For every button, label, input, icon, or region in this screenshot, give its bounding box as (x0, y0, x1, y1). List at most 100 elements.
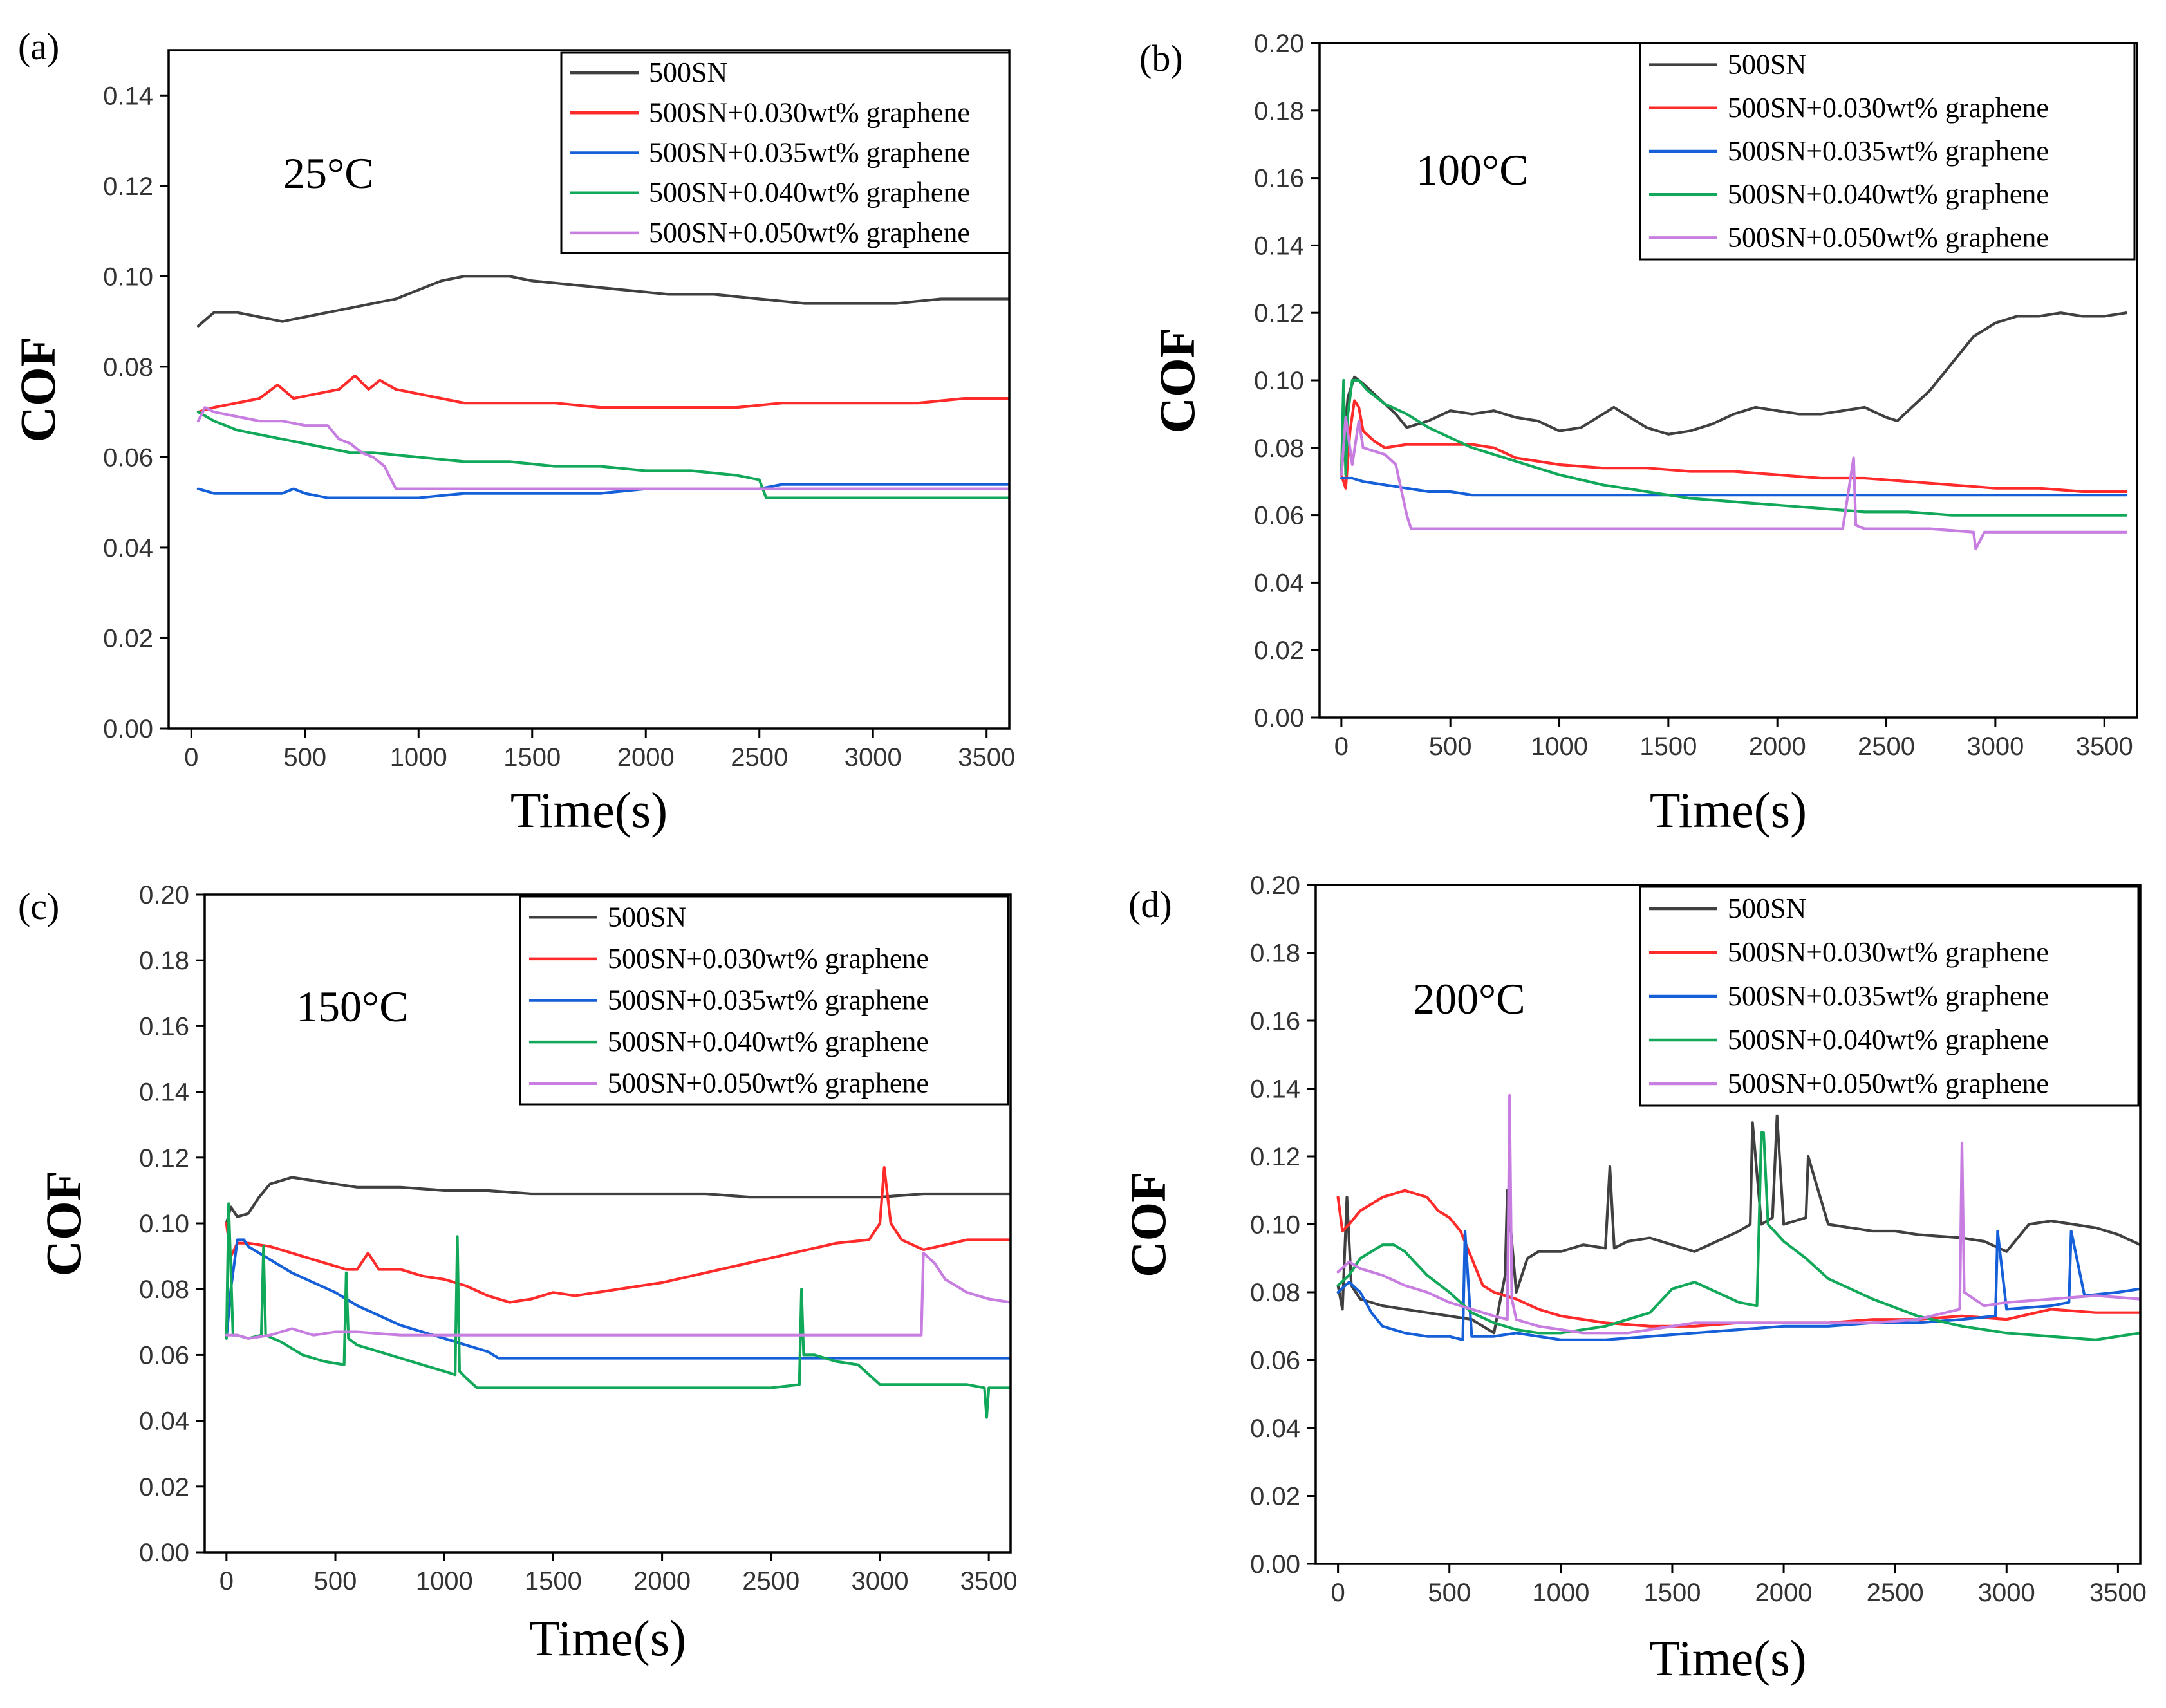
y-tick-label: 0.18 (139, 947, 189, 975)
y-tick-label: 0.02 (1250, 1483, 1300, 1511)
y-tick-label: 0.16 (139, 1012, 189, 1041)
axes-frame (167, 49, 1011, 730)
y-tick-label: 0.04 (139, 1407, 189, 1436)
series-line-3 (225, 1202, 1011, 1419)
y-tick-label: 0.18 (1254, 97, 1304, 125)
panel-c: 0 500 1000 1500 2000 2500 3000 3500 0.00 0.02 0.04… (18, 881, 1018, 1666)
y-tick-label: 0.06 (139, 1341, 189, 1369)
x-tick-label: 3500 (958, 743, 1015, 772)
legend-entry: 500SN+0.035wt% graphene (608, 985, 929, 1016)
x-tick-label: 1500 (1639, 732, 1697, 761)
y-tick-label: 0.00 (1254, 704, 1304, 732)
x-tick-label: 1000 (1531, 732, 1588, 761)
x-tick-label: 3500 (2076, 732, 2133, 761)
x-tick-label: 1500 (1643, 1579, 1701, 1607)
series-line-0 (196, 275, 1009, 328)
panel-b: 0 500 1000 1500 2000 2500 3000 3500 0.00 0.02 0.04… (1139, 30, 2138, 838)
legend-box (1639, 42, 2136, 261)
x-tick-label: 0 (1334, 732, 1349, 761)
x-tick-label: 2500 (1867, 1579, 1924, 1607)
x-tick-label: 3000 (1966, 732, 2024, 761)
series-group (196, 275, 1009, 499)
y-tick-label: 0.12 (103, 172, 153, 201)
y-tick-label: 0.04 (1250, 1415, 1300, 1443)
panel-d: 0 500 1000 1500 2000 2500 3000 3500 0.00 0.02 0.04… (1120, 871, 2147, 1686)
legend-entry: 500SN+0.050wt% graphene (608, 1068, 929, 1099)
series-line-2 (1340, 476, 2128, 497)
y-axis-label: COF (1120, 1171, 1176, 1277)
series-line-1 (1340, 399, 2128, 494)
x-tick-label: 1000 (416, 1567, 473, 1595)
series-group (1336, 1093, 2140, 1341)
series-line-4 (1336, 1093, 2140, 1335)
x-tick-label: 3000 (1978, 1579, 2035, 1607)
series-line-0 (225, 1176, 1011, 1225)
x-tick-label: 0 (1330, 1579, 1345, 1607)
series-line-1 (196, 374, 1009, 414)
series-line-3 (1336, 1131, 2140, 1341)
x-tick-label: 2000 (633, 1567, 691, 1595)
x-tick-label: 2500 (1858, 732, 1915, 761)
y-tick-label: 0.08 (1250, 1279, 1300, 1307)
legend-entry: 500SN (608, 901, 686, 933)
x-tick-label: 500 (1428, 1579, 1471, 1607)
legend-entry: 500SN+0.030wt% graphene (608, 943, 929, 974)
temperature-annotation: 25°C (283, 149, 374, 198)
legend-entry: 500SN+0.050wt% graphene (1728, 221, 2049, 253)
x-tick-label: 500 (314, 1567, 357, 1595)
y-tick-label: 0.10 (1254, 367, 1304, 395)
x-axis-label: Time(s) (1649, 1630, 1806, 1686)
x-tick-label: 3000 (851, 1567, 908, 1595)
series-group (225, 1165, 1011, 1419)
y-tick-label: 0.08 (1254, 434, 1304, 463)
x-tick-label: 3000 (845, 743, 902, 772)
legend: 500SN 500SN+0.030wt% graphene 500SN+0.035w… (1639, 42, 2136, 261)
legend-entry: 500SN (649, 57, 727, 88)
y-tick-label: 0.04 (103, 534, 153, 562)
x-tick-label: 3500 (2089, 1579, 2147, 1607)
legend-entry: 500SN+0.040wt% graphene (1728, 1024, 2049, 1055)
series-line-0 (1340, 311, 2128, 476)
y-tick-label: 0.14 (103, 82, 153, 110)
series-group (1340, 311, 2128, 551)
x-tick-label: 0 (184, 743, 198, 772)
panel-label: (b) (1139, 37, 1183, 79)
y-tick-label: 0.08 (139, 1276, 189, 1304)
y-tick-label: 0.00 (1250, 1550, 1300, 1579)
y-axis-label: COF (10, 337, 66, 443)
y-tick-label: 0.14 (139, 1079, 189, 1107)
x-tick-label: 1500 (525, 1567, 582, 1595)
x-tick-label: 1000 (1532, 1579, 1589, 1607)
y-tick-label: 0.14 (1250, 1075, 1300, 1104)
series-line-1 (225, 1165, 1011, 1304)
y-tick-label: 0.14 (1254, 232, 1304, 260)
legend-entry: 500SN+0.040wt% graphene (1728, 178, 2049, 210)
series-line-2 (196, 483, 1009, 499)
y-axis-label: COF (35, 1171, 91, 1277)
x-tick-label: 1500 (503, 743, 561, 772)
y-tick-label: 0.16 (1254, 165, 1304, 193)
y-tick-label: 0.12 (139, 1144, 189, 1173)
y-axis-label: COF (1149, 328, 1205, 434)
series-line-3 (196, 410, 1009, 499)
y-tick-label: 0.16 (1250, 1007, 1300, 1035)
y-tick-label: 0.10 (103, 263, 153, 291)
x-tick-label: 2500 (742, 1567, 799, 1595)
legend-entry: 500SN+0.035wt% graphene (649, 137, 970, 169)
x-axis-label: Time(s) (1650, 782, 1807, 838)
y-tick-label: 0.18 (1250, 940, 1300, 968)
panel-label: (d) (1128, 884, 1172, 925)
series-line-2 (1336, 1229, 2140, 1341)
legend-entry: 500SN+0.050wt% graphene (1728, 1068, 2049, 1099)
legend-box (519, 895, 1009, 1106)
series-line-3 (1340, 378, 2128, 517)
x-tick-label: 500 (283, 743, 326, 772)
series-line-2 (225, 1238, 1011, 1360)
y-tick-label: 0.02 (103, 624, 153, 653)
legend-entry: 500SN (1728, 893, 1806, 924)
y-tick-label: 0.04 (1254, 569, 1304, 597)
x-tick-label: 2000 (1749, 732, 1806, 761)
y-tick-label: 0.00 (103, 715, 153, 743)
y-tick-label: 0.20 (139, 881, 189, 909)
legend-entry: 500SN+0.040wt% graphene (608, 1026, 929, 1057)
